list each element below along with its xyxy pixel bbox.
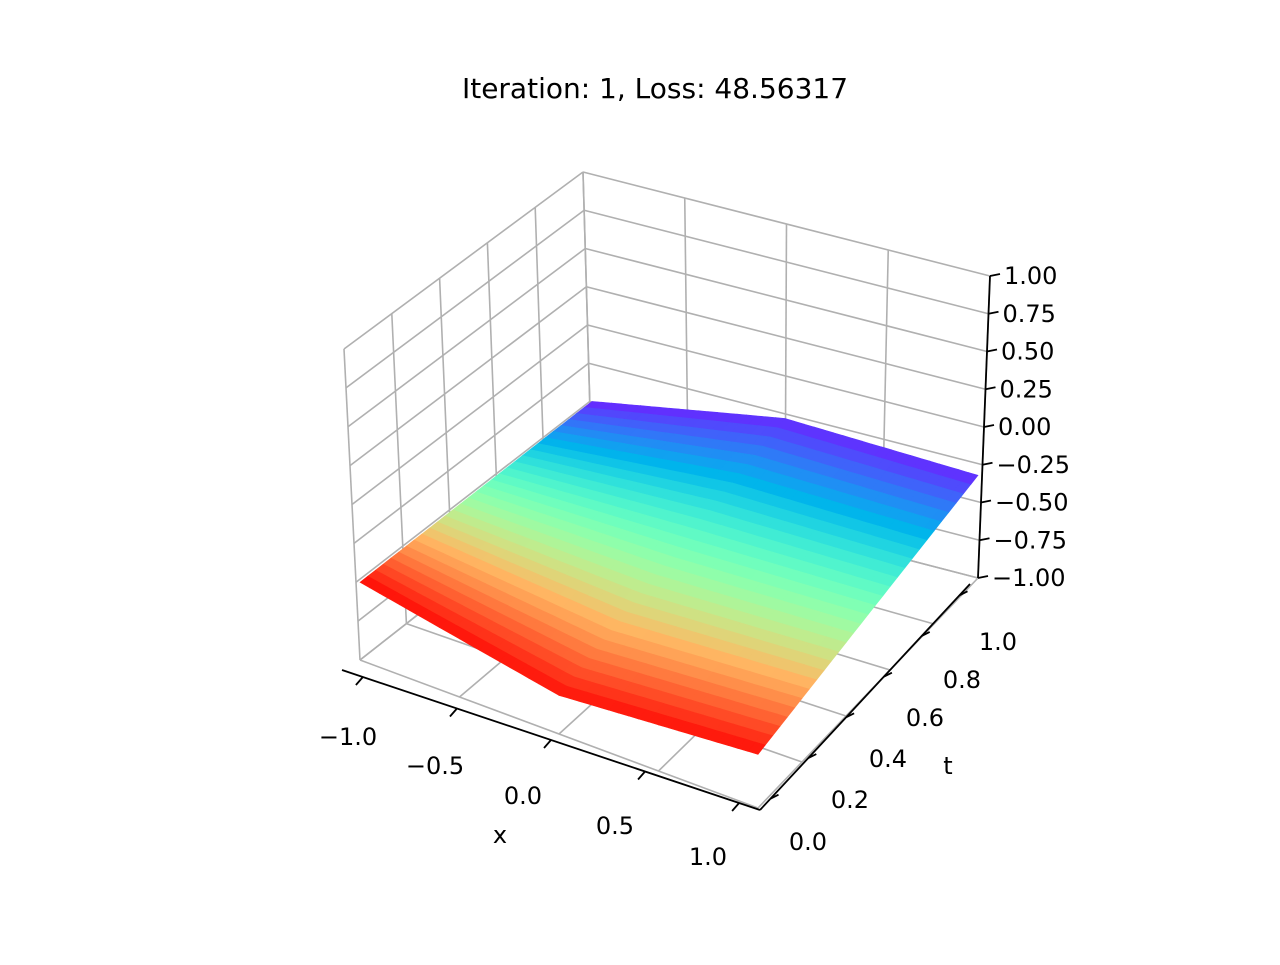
t-tick-label: 0.6	[906, 704, 944, 732]
z-tick-label: 0.50	[1001, 338, 1054, 366]
t-tick-label: 0.0	[789, 828, 827, 856]
t-tick-label: 1.0	[979, 628, 1017, 656]
z-tick-mark	[977, 575, 989, 579]
surface-facet	[747, 741, 766, 755]
left-wall-gridline-z	[347, 247, 586, 428]
z-tick-mark	[988, 310, 999, 315]
z-tick-label: −0.50	[995, 489, 1069, 517]
x-tick-label: 1.0	[689, 843, 727, 871]
z-tick-label: 0.75	[1003, 300, 1056, 328]
back-wall-gridline-z	[586, 285, 986, 391]
left-wall-gridline-z	[345, 209, 585, 389]
chart-title: Iteration: 1, Loss: 48.56317	[462, 72, 848, 105]
left-wall-gridline-z	[343, 171, 584, 350]
t-axis-label: t	[943, 752, 952, 780]
z-tick-label: 0.00	[998, 413, 1051, 441]
x-tick-mark	[543, 739, 552, 749]
t-tick-mark	[959, 590, 968, 597]
back-wall-gridline-z	[588, 362, 983, 466]
left-wall-gridline-z	[349, 286, 587, 467]
z-tick-mark	[979, 537, 990, 542]
x-tick-mark	[449, 707, 458, 718]
x-tick-mark	[355, 676, 364, 686]
t-tick-label: 0.2	[831, 786, 869, 814]
z-tick-mark	[985, 386, 996, 391]
left-wall-gridline-z	[353, 362, 590, 545]
t-tick-mark	[921, 631, 931, 637]
t-tick-label: 0.4	[869, 745, 907, 773]
floor-gridline-t	[359, 659, 759, 809]
axes-layer	[341, 273, 1001, 812]
left-wall-gridline-z	[351, 324, 588, 506]
z-tick-mark	[982, 461, 993, 466]
z-tick-mark	[986, 348, 998, 353]
t-tick-mark	[883, 671, 893, 678]
z-tick-label: 1.00	[1004, 262, 1057, 290]
t-tick-label: 0.8	[943, 666, 981, 694]
z-tick-mark	[989, 273, 1001, 277]
x-tick-label: −1.0	[319, 723, 377, 751]
t-tick-mark	[845, 712, 855, 719]
x-tick-mark	[637, 770, 646, 781]
t-axis-line	[759, 583, 971, 811]
x-tick-mark	[731, 802, 740, 812]
surface-layer	[359, 401, 979, 755]
t-tick-mark	[807, 753, 817, 759]
label-layer: −1.0−0.50.00.51.00.00.20.40.60.81.0−1.00…	[319, 262, 1070, 871]
left-wall-gridline-z	[355, 400, 591, 583]
z-tick-label: −0.75	[994, 526, 1068, 554]
z-tick-label: −0.25	[997, 451, 1071, 479]
x-tick-label: −0.5	[406, 752, 464, 780]
x-axis-label: x	[493, 821, 507, 849]
z-tick-mark	[983, 424, 995, 428]
x-tick-label: 0.0	[504, 782, 542, 810]
x-tick-label: 0.5	[596, 812, 634, 840]
back-wall-gridline-z	[582, 171, 991, 277]
z-tick-label: 0.25	[1000, 375, 1053, 403]
t-tick-mark	[770, 793, 779, 800]
z-tick-mark	[980, 499, 992, 504]
back-wall-gridline-z	[583, 209, 989, 315]
z-tick-label: −1.00	[992, 564, 1066, 592]
back-wall-gridline-z	[585, 247, 988, 353]
back-wall-gridline-z	[587, 324, 985, 428]
